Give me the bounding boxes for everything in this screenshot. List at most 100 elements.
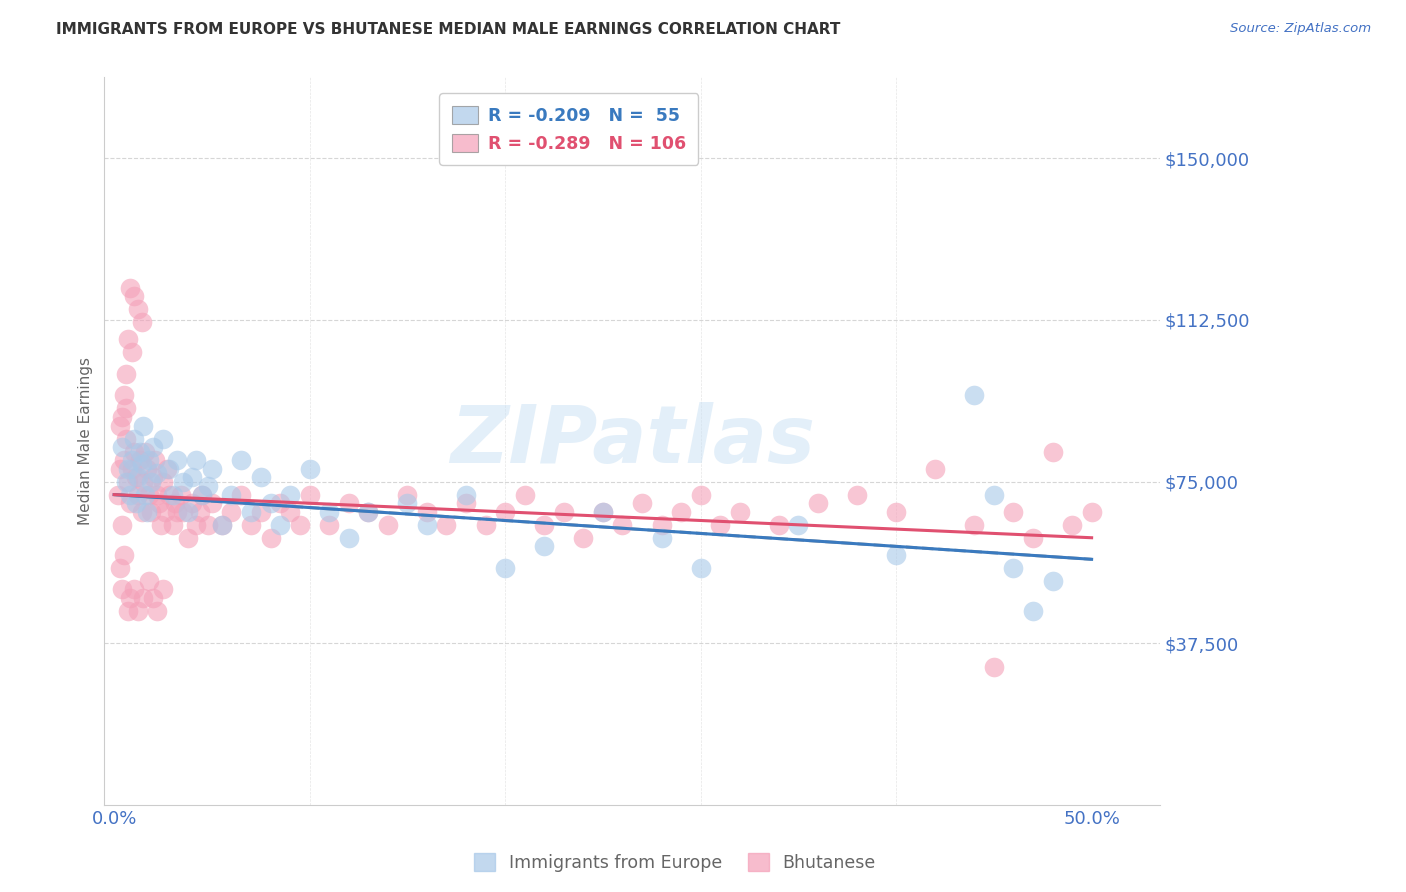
Point bbox=[127, 488, 149, 502]
Point bbox=[132, 591, 155, 606]
Point bbox=[669, 505, 692, 519]
Point bbox=[983, 660, 1005, 674]
Point bbox=[337, 531, 360, 545]
Point bbox=[211, 517, 233, 532]
Point bbox=[454, 496, 477, 510]
Point bbox=[288, 517, 311, 532]
Point bbox=[152, 432, 174, 446]
Point bbox=[138, 574, 160, 588]
Point bbox=[162, 517, 184, 532]
Point bbox=[396, 496, 419, 510]
Point bbox=[121, 462, 143, 476]
Point bbox=[318, 505, 340, 519]
Point bbox=[118, 488, 141, 502]
Point bbox=[136, 462, 159, 476]
Text: ZIPatlas: ZIPatlas bbox=[450, 402, 814, 480]
Point bbox=[416, 505, 439, 519]
Point bbox=[146, 604, 169, 618]
Point bbox=[181, 496, 204, 510]
Point bbox=[163, 496, 186, 510]
Point bbox=[269, 496, 291, 510]
Point bbox=[118, 591, 141, 606]
Point bbox=[240, 517, 263, 532]
Point bbox=[377, 517, 399, 532]
Legend: Immigrants from Europe, Bhutanese: Immigrants from Europe, Bhutanese bbox=[467, 847, 883, 879]
Point bbox=[221, 488, 243, 502]
Point bbox=[124, 470, 146, 484]
Point bbox=[983, 488, 1005, 502]
Point bbox=[728, 505, 751, 519]
Point bbox=[553, 505, 575, 519]
Point bbox=[169, 488, 191, 502]
Point bbox=[166, 505, 188, 519]
Point bbox=[1042, 574, 1064, 588]
Point bbox=[963, 517, 986, 532]
Point bbox=[153, 505, 176, 519]
Point bbox=[177, 531, 200, 545]
Point bbox=[141, 475, 163, 489]
Point bbox=[122, 289, 145, 303]
Point bbox=[1080, 505, 1102, 519]
Point bbox=[117, 604, 139, 618]
Point bbox=[269, 517, 291, 532]
Point bbox=[191, 488, 214, 502]
Point bbox=[357, 505, 380, 519]
Point bbox=[1002, 505, 1025, 519]
Point bbox=[436, 517, 458, 532]
Point bbox=[138, 453, 160, 467]
Point bbox=[807, 496, 830, 510]
Point bbox=[127, 470, 149, 484]
Point bbox=[1042, 444, 1064, 458]
Point bbox=[318, 517, 340, 532]
Point bbox=[259, 531, 281, 545]
Point bbox=[278, 488, 301, 502]
Point bbox=[134, 444, 156, 458]
Point bbox=[112, 388, 135, 402]
Point bbox=[108, 418, 131, 433]
Point bbox=[474, 517, 496, 532]
Point bbox=[337, 496, 360, 510]
Point bbox=[689, 488, 711, 502]
Point bbox=[513, 488, 536, 502]
Point bbox=[709, 517, 731, 532]
Point bbox=[112, 453, 135, 467]
Point bbox=[143, 453, 166, 467]
Point bbox=[533, 540, 555, 554]
Point bbox=[111, 440, 134, 454]
Point bbox=[121, 453, 143, 467]
Point bbox=[572, 531, 595, 545]
Point bbox=[142, 591, 165, 606]
Point bbox=[768, 517, 790, 532]
Point bbox=[162, 488, 184, 502]
Point bbox=[118, 280, 141, 294]
Point bbox=[122, 444, 145, 458]
Point bbox=[128, 453, 150, 467]
Point bbox=[1060, 517, 1083, 532]
Point bbox=[494, 505, 516, 519]
Point bbox=[186, 453, 208, 467]
Point bbox=[651, 517, 673, 532]
Point bbox=[172, 505, 194, 519]
Point bbox=[197, 479, 219, 493]
Point bbox=[240, 505, 263, 519]
Point bbox=[533, 517, 555, 532]
Point bbox=[148, 496, 170, 510]
Point bbox=[191, 488, 214, 502]
Point bbox=[132, 418, 155, 433]
Point bbox=[1002, 561, 1025, 575]
Point bbox=[884, 548, 907, 562]
Point bbox=[141, 505, 163, 519]
Point bbox=[122, 582, 145, 597]
Point bbox=[107, 488, 129, 502]
Point bbox=[454, 488, 477, 502]
Point bbox=[131, 458, 153, 472]
Point bbox=[1022, 604, 1045, 618]
Point bbox=[152, 475, 174, 489]
Point bbox=[121, 345, 143, 359]
Point bbox=[156, 462, 179, 476]
Point bbox=[278, 505, 301, 519]
Point bbox=[115, 475, 138, 489]
Y-axis label: Median Male Earnings: Median Male Earnings bbox=[79, 358, 93, 525]
Point bbox=[131, 505, 153, 519]
Point bbox=[118, 496, 141, 510]
